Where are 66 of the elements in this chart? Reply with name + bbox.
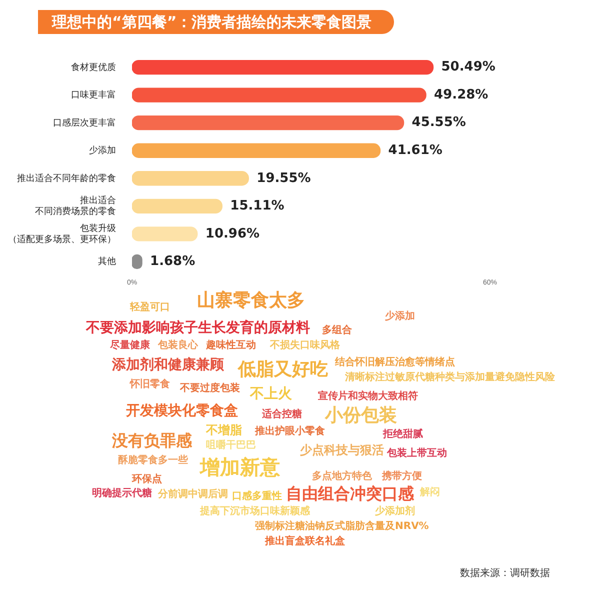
text: 不损失口味风格 (270, 340, 340, 351)
text: 适合控糖 (262, 409, 302, 420)
text: 推出盲盒联名礼盒 (265, 536, 345, 547)
bar (132, 143, 381, 158)
data-label: 1.68% (150, 254, 196, 270)
bar (132, 88, 426, 102)
text: 山寨零食太多 (197, 290, 305, 311)
bar (132, 226, 198, 242)
text: 结合怀旧解压治愈等情绪点 (335, 357, 455, 368)
data-label: 19.55% (256, 170, 311, 186)
text: 携带方便 (382, 471, 422, 482)
y-tick-label: 食材更优质 (71, 62, 116, 72)
y-tick-label: 推出适合不同消费场景的零食 (35, 195, 116, 216)
text: 环保点 (132, 474, 162, 485)
text: 宣传片和实物大致相符 (318, 391, 418, 402)
chart-title: 理想中的“第四餐”：消费者描绘的未来零食图景 (38, 10, 394, 34)
text: 多组合 (322, 325, 352, 336)
data-label: 41.61% (388, 142, 442, 158)
text: 咀嚼干巴巴 (206, 440, 256, 451)
y-tick-label: 口感层次更丰富 (53, 117, 116, 128)
data-label: 10.96% (205, 226, 260, 242)
y-tick-label: 其他 (98, 256, 116, 266)
text: 不要过度包装 (180, 383, 240, 394)
text: 怀旧零食 (130, 379, 170, 390)
text: 强制标注糖油钠反式脂肪含量及NRV% (255, 521, 429, 532)
text: 明确提示代糖 (92, 488, 152, 499)
text: 推出护眼小零食 (255, 426, 325, 437)
y-tick-label: 包装升级（适配更多场景、更环保） (8, 223, 116, 244)
bar (132, 60, 434, 75)
bar (132, 198, 222, 214)
text: 分前调中调后调 (158, 489, 228, 500)
text: 包装上带互动 (387, 448, 447, 459)
text: 小份包装 (325, 405, 397, 426)
y-tick-label: 推出适合不同年龄的零食 (17, 172, 116, 183)
bar (132, 171, 249, 186)
text: 开发模块化零食盒 (126, 403, 238, 419)
data-label: 15.11% (230, 198, 284, 214)
text: 自由组合冲突口感 (286, 484, 414, 503)
text: 提高下沉市场口味新颖感 (200, 506, 310, 517)
y-tick-label: 少添加 (89, 145, 116, 156)
text: 解闷 (420, 487, 440, 498)
text: 少点科技与狠活 (300, 443, 384, 457)
text: 拒绝甜腻 (383, 429, 423, 440)
text: 不上火 (250, 386, 292, 402)
text: 没有负罪感 (112, 431, 192, 450)
text: 添加剂和健康兼顾 (112, 357, 224, 373)
text: 尽量健康 (110, 340, 150, 351)
text: 趣味性互动 (206, 340, 256, 351)
text: 清晰标注过敏原代糖种类与添加量避免隐性风险 (345, 372, 555, 383)
data-label: 45.55% (412, 115, 466, 130)
text: 口感多重性 (232, 491, 282, 502)
bar (132, 116, 404, 130)
text: 酥脆零食多一些 (118, 455, 188, 466)
text: 少添加剂 (375, 506, 415, 517)
text: 轻盈可口 (130, 302, 170, 313)
text: 不要添加影响孩子生长发育的原材料 (86, 320, 310, 336)
text: 少添加 (385, 311, 415, 322)
text: 增加新意 (200, 455, 280, 479)
text: 不增脂 (206, 423, 242, 437)
text: 多点地方特色 (312, 471, 372, 482)
text: 包装良心 (158, 340, 198, 351)
text: 低脂又好吃 (238, 359, 328, 380)
data-label: 50.49% (441, 60, 496, 75)
source-note: 数据来源：调研数据 (460, 566, 550, 580)
y-tick-label: 口味更丰富 (71, 90, 116, 100)
data-label: 49.28% (434, 87, 488, 102)
